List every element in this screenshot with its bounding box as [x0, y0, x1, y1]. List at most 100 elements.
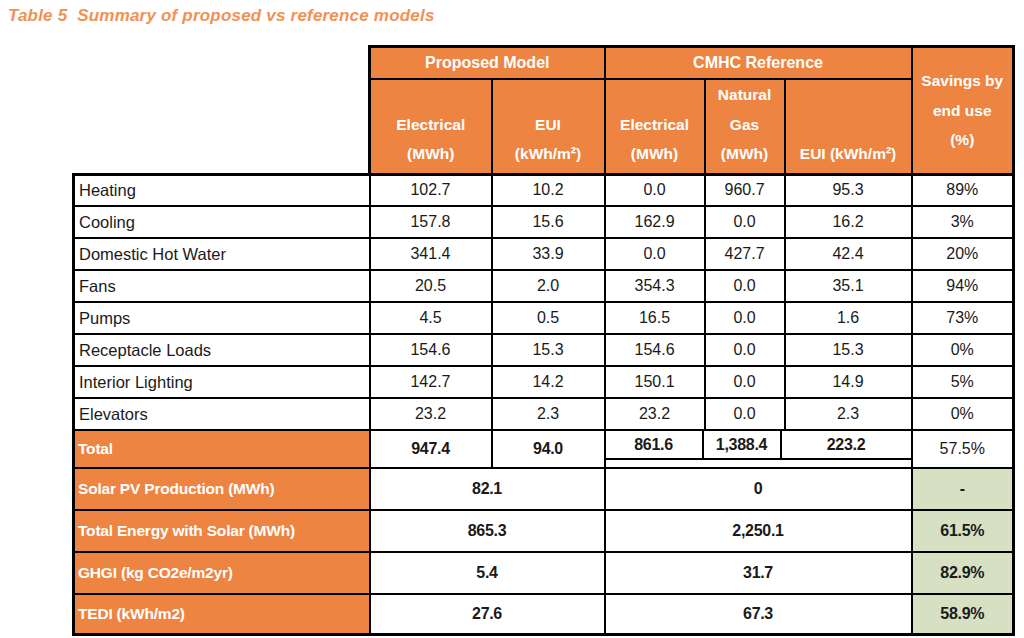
value-cell: 2.0 — [492, 270, 605, 302]
value-cell: 157.8 — [370, 206, 492, 238]
savings-cell: 20% — [912, 238, 1014, 270]
value-cell: 95.3 — [785, 174, 912, 206]
summary-row-label: GHGI (kg CO2e/m2yr) — [74, 552, 370, 594]
value-cell: 0.0 — [705, 206, 785, 238]
value-cell: 23.2 — [370, 398, 492, 430]
value-cell: 0.0 — [705, 334, 785, 366]
row-label: Fans — [74, 270, 370, 302]
table-row: Elevators 23.2 2.3 23.2 0.0 2.3 0% — [74, 398, 1014, 430]
value-cell: 0.0 — [705, 270, 785, 302]
table-row: Heating 102.7 10.2 0.0 960.7 95.3 89% — [74, 174, 1014, 206]
summary-row-label: TEDI (kWh/m2) — [74, 594, 370, 634]
value-cell: 0.0 — [605, 238, 705, 270]
summary-savings-cell: 61.5% — [912, 510, 1014, 552]
table-row: Cooling 157.8 15.6 162.9 0.0 16.2 3% — [74, 206, 1014, 238]
total-row: Total 947.4 94.0 861.6 1,388.4 223.2 57.… — [74, 430, 1014, 468]
total-value-cell: 223.2 — [782, 431, 911, 460]
table-row: Fans 20.5 2.0 354.3 0.0 35.1 94% — [74, 270, 1014, 302]
value-cell: 23.2 — [605, 398, 705, 430]
summary-proposed-cell: 865.3 — [370, 510, 605, 552]
table-row: Interior Lighting 142.7 14.2 150.1 0.0 1… — [74, 366, 1014, 398]
row-label: Domestic Hot Water — [74, 238, 370, 270]
summary-table: Proposed Model CMHC Reference Savings by… — [72, 45, 1015, 636]
value-cell: 2.3 — [785, 398, 912, 430]
total-value-cell: 861.6 — [606, 431, 704, 460]
value-cell: 33.9 — [492, 238, 605, 270]
value-cell: 1.6 — [785, 302, 912, 334]
summary-savings-cell: - — [912, 468, 1014, 510]
summary-savings-cell: 82.9% — [912, 552, 1014, 594]
savings-cell: 89% — [912, 174, 1014, 206]
value-cell: 20.5 — [370, 270, 492, 302]
value-cell: 354.3 — [605, 270, 705, 302]
header-cmhc-eui: EUI (kWh/m²) — [785, 79, 912, 174]
header-group-row: Proposed Model CMHC Reference Savings by… — [74, 47, 1014, 80]
value-cell: 154.6 — [605, 334, 705, 366]
value-cell: 14.2 — [492, 366, 605, 398]
value-cell: 0.0 — [705, 398, 785, 430]
value-cell: 15.6 — [492, 206, 605, 238]
summary-reference-cell: 31.7 — [605, 552, 912, 594]
value-cell: 142.7 — [370, 366, 492, 398]
total-value-cell: 1,388.4 — [704, 431, 782, 460]
value-cell: 42.4 — [785, 238, 912, 270]
value-cell: 154.6 — [370, 334, 492, 366]
value-cell: 0.0 — [605, 174, 705, 206]
summary-proposed-cell: 27.6 — [370, 594, 605, 634]
corner-blank-cell — [74, 79, 370, 174]
summary-reference-cell: 0 — [605, 468, 912, 510]
summary-proposed-cell: 82.1 — [370, 468, 605, 510]
table-row: Domestic Hot Water 341.4 33.9 0.0 427.7 … — [74, 238, 1014, 270]
value-cell: 2.3 — [492, 398, 605, 430]
savings-cell: 3% — [912, 206, 1014, 238]
total-value-cell: 947.4 — [370, 430, 492, 468]
summary-proposed-cell: 5.4 — [370, 552, 605, 594]
value-cell: 16.5 — [605, 302, 705, 334]
header-cmhc-reference: CMHC Reference — [605, 47, 912, 80]
value-cell: 35.1 — [785, 270, 912, 302]
summary-savings-cell: 58.9% — [912, 594, 1014, 634]
summary-row: Total Energy with Solar (MWh) 865.3 2,25… — [74, 510, 1014, 552]
header-column-row: Electrical (MWh) EUI (kWh/m²) Electrical… — [74, 79, 1014, 174]
row-label: Pumps — [74, 302, 370, 334]
summary-row: Solar PV Production (MWh) 82.1 0 - — [74, 468, 1014, 510]
row-label: Elevators — [74, 398, 370, 430]
row-label: Cooling — [74, 206, 370, 238]
value-cell: 15.3 — [492, 334, 605, 366]
summary-row-label: Total Energy with Solar (MWh) — [74, 510, 370, 552]
value-cell: 960.7 — [705, 174, 785, 206]
header-savings-by-end-use: Savings by end use (%) — [912, 47, 1014, 175]
value-cell: 427.7 — [705, 238, 785, 270]
value-cell: 162.9 — [605, 206, 705, 238]
savings-cell: 0% — [912, 398, 1014, 430]
value-cell: 0.5 — [492, 302, 605, 334]
total-savings-cell: 57.5% — [912, 430, 1014, 468]
header-proposed-electrical: Electrical (MWh) — [370, 79, 492, 174]
header-proposed-eui: EUI (kWh/m²) — [492, 79, 605, 174]
savings-cell: 94% — [912, 270, 1014, 302]
value-cell: 102.7 — [370, 174, 492, 206]
value-cell: 150.1 — [605, 366, 705, 398]
table-row: Pumps 4.5 0.5 16.5 0.0 1.6 73% — [74, 302, 1014, 334]
summary-row: TEDI (kWh/m2) 27.6 67.3 58.9% — [74, 594, 1014, 634]
summary-reference-cell: 67.3 — [605, 594, 912, 634]
corner-blank-cell — [74, 47, 370, 80]
header-proposed-model: Proposed Model — [370, 47, 605, 80]
savings-cell: 73% — [912, 302, 1014, 334]
summary-row: GHGI (kg CO2e/m2yr) 5.4 31.7 82.9% — [74, 552, 1014, 594]
value-cell: 0.0 — [705, 302, 785, 334]
row-label: Interior Lighting — [74, 366, 370, 398]
savings-cell: 5% — [912, 366, 1014, 398]
value-cell: 15.3 — [785, 334, 912, 366]
value-cell: 0.0 — [705, 366, 785, 398]
savings-cell: 0% — [912, 334, 1014, 366]
value-cell: 10.2 — [492, 174, 605, 206]
row-label: Heating — [74, 174, 370, 206]
value-cell: 14.9 — [785, 366, 912, 398]
value-cell: 341.4 — [370, 238, 492, 270]
total-cmhc-inner-row: 861.6 1,388.4 223.2 — [606, 431, 911, 460]
summary-reference-cell: 2,250.1 — [605, 510, 912, 552]
header-cmhc-natural-gas: Natural Gas (MWh) — [705, 79, 785, 174]
value-cell: 4.5 — [370, 302, 492, 334]
total-row-label: Total — [74, 430, 370, 468]
